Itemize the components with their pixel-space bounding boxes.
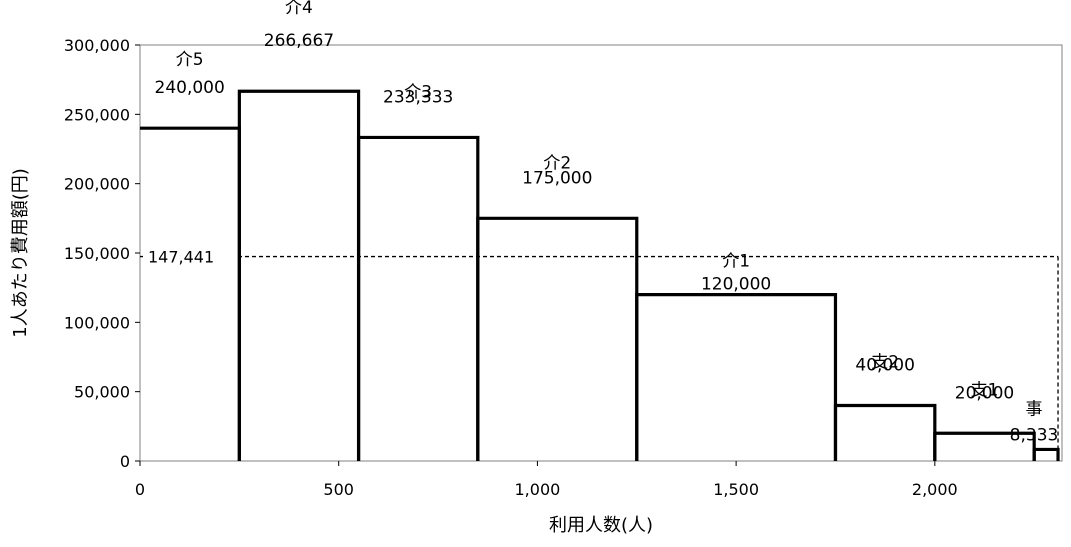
bar [933,431,1036,461]
y-tick-label: 100,000 [64,313,130,332]
x-tick-label: 1,000 [515,480,561,499]
bar-value-label: 8,333 [1010,425,1059,445]
y-tick-label: 150,000 [64,244,130,263]
y-tick-label: 200,000 [64,175,130,194]
bar-category-label: 介5 [176,50,204,70]
plot-area-frame [139,44,1063,462]
bar [833,403,937,461]
bar-value-label: 20,000 [955,383,1014,403]
bar-category-label: 介1 [722,252,750,272]
y-tick-label: 300,000 [64,36,130,55]
x-tick-label: 0 [135,480,145,499]
y-tick-label: 50,000 [74,383,130,402]
y-tick-label: 0 [120,452,130,471]
x-axis-title: 利用人数(人) [549,515,653,536]
bar-value-label: 233,333 [383,87,453,107]
bar [356,135,480,461]
bar [237,89,361,461]
y-tick-label: 250,000 [64,105,130,124]
bar-category-label: 介2 [543,153,571,173]
bar-value-label: 240,000 [155,78,225,98]
x-tick-label: 2,000 [912,480,958,499]
bar-category-label: 介3 [404,82,432,102]
bar [1032,447,1060,461]
bar-category-label: 事 [1026,399,1043,419]
x-tick-label: 1,500 [713,480,759,499]
bar-category-label: 介4 [285,0,313,18]
x-tick-label: 500 [323,480,354,499]
average-label: 147,441 [148,248,214,267]
bar-value-label: 266,667 [264,31,334,51]
bar-category-label: 支1 [971,380,999,400]
average-line-group: 147,441 [140,244,1059,461]
bar-value-label: 120,000 [701,275,771,295]
bar-value-label: 175,000 [522,168,592,188]
y-axis-title: 1人あたり費用額(円) [10,168,31,338]
bar-category-label: 支2 [871,353,899,373]
bar-value-label: 40,000 [855,356,914,376]
x-axis-ticks: 0 500 1,000 1,500 2,000 [135,461,958,499]
bar [635,293,838,461]
average-label-bg [143,244,241,269]
bar [140,126,241,461]
bar [476,216,639,461]
y-axis-ticks: 0 50,000 100,000 150,000 200,000 250,000 300,0… [64,36,140,471]
bars [140,89,1060,461]
